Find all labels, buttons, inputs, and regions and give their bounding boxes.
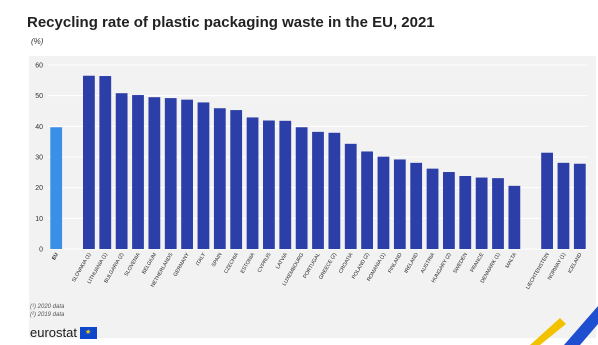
y-tick-label: 60 [35, 63, 43, 70]
y-tick-label: 30 [35, 155, 43, 162]
bar-slovenia [132, 95, 144, 249]
bar-hungary-2 [443, 172, 455, 249]
x-tick-label: SPAIN [211, 252, 224, 268]
bar-czechia [230, 110, 243, 249]
x-tick-label: IRELAND [403, 252, 420, 275]
x-tick-label: FINLAND [387, 252, 403, 274]
x-tick-label: FRANCE [470, 252, 486, 274]
bar-spain [213, 108, 226, 250]
yellow-stripe [530, 318, 566, 345]
eurostat-logo: eurostat [30, 325, 97, 340]
footnote-2019: (²) 2019 data [30, 312, 65, 318]
x-tick-label: GERMANY [173, 252, 192, 278]
bar-slovakia-1 [83, 75, 95, 249]
corner-stripes-icon [530, 306, 598, 345]
bar-luxembourg [295, 127, 308, 249]
bar-finland [393, 159, 406, 249]
x-tick-label: EU [51, 252, 60, 261]
x-tick-label: CROATIA [338, 252, 355, 275]
bar-latvia [279, 120, 292, 250]
eu-flag-icon [79, 326, 97, 339]
x-tick-label: CYPRUS [257, 252, 273, 274]
x-tick-label: CZECHIA [223, 252, 240, 275]
brand-text: eurostat [30, 325, 77, 340]
y-tick-label: 0 [39, 247, 43, 254]
chart-title: Recycling rate of plastic packaging wast… [27, 14, 435, 31]
bar-norway-1 [557, 162, 570, 249]
y-tick-label: 10 [35, 216, 43, 223]
bar-romania-1 [377, 156, 390, 249]
bar-austria [426, 168, 439, 249]
footnote-2020: (¹) 2020 data [30, 304, 65, 310]
x-tick-label: ITALY [195, 252, 207, 267]
x-tick-label: LIECHTENSTEIN [525, 252, 551, 291]
x-tick-label: BELGIUM [141, 252, 158, 275]
bar-malta [508, 185, 521, 249]
bar-bulgaria-2 [115, 93, 128, 249]
unit-label: (%) [31, 37, 44, 46]
x-tick-label: LATVIA [275, 252, 289, 271]
bar-poland-2 [361, 151, 373, 249]
y-tick-label: 20 [35, 185, 43, 192]
bar-france [475, 177, 488, 249]
x-tick-label: ESTONIA [240, 252, 257, 275]
bar-belgium [148, 97, 161, 249]
x-tick-label: MALTA [505, 252, 519, 270]
bar-germany [181, 99, 193, 249]
bar-eu [50, 127, 63, 249]
bar-portugal [312, 131, 324, 249]
x-tick-label: SWEDEN [452, 252, 469, 275]
bar-estonia [246, 117, 259, 249]
x-tick-label: SLOVENIA [124, 252, 142, 278]
bar-iceland [573, 163, 586, 249]
x-tick-label: AUSTRIA [420, 252, 437, 275]
bar-cyprus [263, 120, 275, 249]
blue-stripe [564, 306, 598, 345]
bar-greece-2 [328, 132, 341, 249]
bar-denmark-1 [492, 178, 504, 249]
bar-liechtenstein [541, 152, 553, 249]
bar-lithuania-1 [99, 76, 112, 249]
y-tick-label: 50 [35, 93, 43, 100]
bar-croatia [344, 143, 357, 249]
y-tick-label: 40 [35, 124, 43, 131]
bar-italy [197, 102, 210, 249]
x-tick-label: ICELAND [567, 252, 584, 275]
bar-sweden [459, 176, 472, 249]
bar-netherlands [164, 98, 177, 250]
bar-ireland [410, 162, 423, 249]
